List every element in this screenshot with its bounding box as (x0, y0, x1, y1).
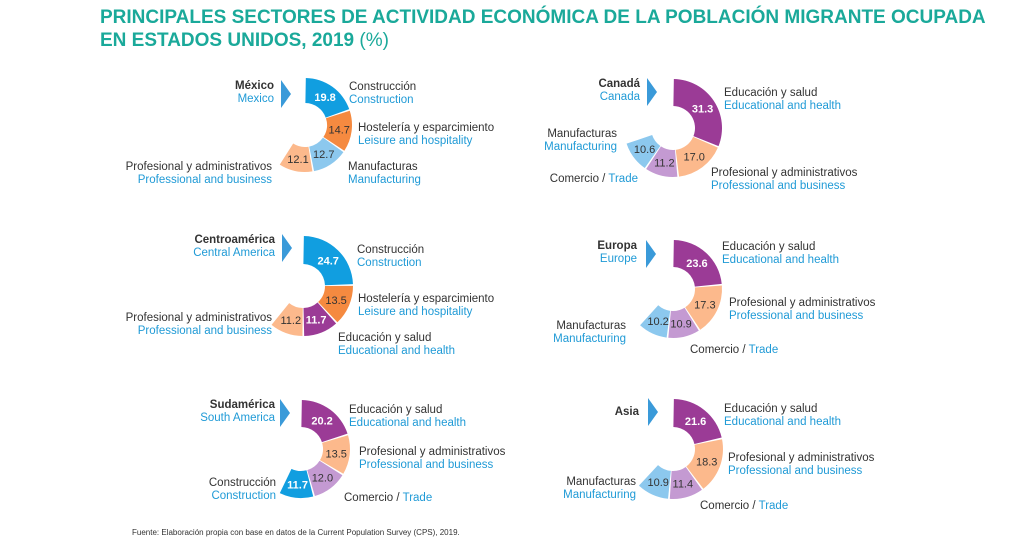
donut-segment-manufacturing (640, 305, 671, 338)
value-label: 21.6 (685, 416, 706, 428)
label-mexico-professional: Profesional y administrativos Professiona… (125, 161, 272, 186)
donut-segment-manufacturing (626, 135, 661, 169)
donut-segment-leisure-and-hospitality (323, 110, 352, 151)
donut-segment-manufacturing (638, 465, 671, 499)
value-label: 17.0 (684, 151, 705, 163)
value-label: 11.7 (287, 479, 308, 491)
value-label: 20.2 (311, 415, 332, 427)
value-label: 13.5 (325, 295, 346, 307)
label-europe-trade: Comercio / Trade (690, 344, 779, 356)
label-central-america-construction: Construcción Construction (357, 244, 425, 269)
donut-segment-construction (303, 236, 353, 286)
donut-segment-professional-and-business (319, 435, 350, 474)
label-canada-trade: Comercio / Trade (549, 173, 638, 185)
donut-segment-educational-and-health (301, 400, 348, 443)
label-europe-professional: Profesional y administrativos Professiona… (729, 297, 876, 322)
value-label: 11.2 (654, 157, 675, 169)
donut-segment-professional-and-business (271, 303, 303, 336)
value-label: 12.1 (287, 154, 308, 166)
donut-segment-trade (669, 466, 702, 499)
label-south-america-education: Educación y salud Educational and health (349, 404, 467, 429)
value-label: 23.6 (686, 258, 707, 270)
value-label: 19.8 (314, 92, 335, 104)
value-label: 10.9 (670, 319, 691, 331)
donut-segment-construction (279, 468, 314, 498)
region-name-south-america: Sudamérica South America (200, 399, 275, 424)
label-mexico-manufacturing: Manufacturas Manufacturing (348, 161, 421, 186)
donut-segment-educational-and-health (673, 79, 722, 147)
value-label: 10.6 (634, 144, 655, 156)
value-label: 11.7 (306, 315, 327, 327)
donut-segment-professional-and-business (686, 439, 723, 489)
donut-segment-trade (307, 460, 343, 496)
value-label: 10.9 (647, 477, 668, 489)
label-canada-professional: Profesional y administrativos Professiona… (711, 167, 858, 192)
donut-segment-professional-and-business (279, 143, 313, 172)
region-name-mexico: México Mexico (235, 80, 274, 105)
value-label: 11.2 (281, 315, 302, 327)
value-label: 31.3 (692, 103, 713, 115)
donut-segment-professional-and-business (685, 285, 722, 330)
source-note: Fuente: Elaboración propia con base en d… (132, 528, 460, 537)
donut-segment-trade (668, 307, 699, 339)
label-central-america-professional: Profesional y administrativos Professiona… (125, 312, 272, 337)
donut-segment-educational-and-health (673, 240, 722, 287)
label-asia-manufacturing: Manufacturas Manufacturing (563, 476, 636, 501)
label-europe-manufacturing: Manufacturas Manufacturing (553, 320, 626, 345)
value-label: 18.3 (696, 457, 717, 469)
value-label: 13.5 (326, 448, 347, 460)
donut-segment-trade (646, 146, 678, 177)
label-mexico-leisure: Hostelería y esparcimiento Leisure and ho… (358, 122, 495, 147)
arrow-icon (281, 80, 291, 108)
arrow-icon (647, 78, 657, 106)
label-asia-education: Educación y salud Educational and health (724, 403, 842, 428)
label-asia-professional: Profesional y administrativos Professiona… (728, 452, 875, 477)
arrow-icon (280, 399, 290, 427)
label-canada-manufacturing: Manufacturas Manufacturing (544, 128, 617, 153)
label-central-america-education: Educación y salud Educational and health (338, 332, 456, 357)
value-label: 14.7 (328, 125, 349, 137)
chart-title-unit: (%) (359, 30, 389, 51)
donut-segment-educational-and-health (303, 302, 337, 336)
arrow-icon (282, 234, 292, 262)
label-mexico-construction: Construcción Construction (349, 81, 417, 106)
value-label: 11.4 (673, 479, 694, 491)
label-south-america-trade: Comercio / Trade (344, 492, 433, 504)
label-europe-education: Educación y salud Educational and health (722, 241, 840, 266)
value-label: 12.0 (312, 472, 333, 484)
label-canada-education: Educación y salud Educational and health (724, 87, 842, 112)
region-name-central-america: Centroamérica Central America (193, 234, 275, 259)
region-name-canada: Canadá Canada (598, 78, 640, 103)
label-central-america-leisure: Hostelería y esparcimiento Leisure and ho… (358, 293, 495, 318)
donut-segment-educational-and-health (673, 399, 722, 444)
value-label: 10.2 (647, 316, 668, 328)
value-label: 17.3 (694, 300, 715, 312)
chart-title-text: PRINCIPALES SECTORES DE ACTIVIDAD ECONÓM… (100, 7, 985, 51)
donut-segment-manufacturing (309, 137, 344, 172)
donut-segment-construction (305, 78, 350, 118)
arrow-icon (646, 240, 656, 268)
value-label: 12.7 (313, 149, 334, 161)
region-name-asia: Asia (614, 406, 639, 418)
label-south-america-construction: Construcción Construction (208, 477, 276, 502)
region-name-europe: Europa Europe (597, 240, 637, 265)
chart-title: PRINCIPALES SECTORES DE ACTIVIDAD ECONÓM… (100, 6, 1000, 52)
value-label: 24.7 (318, 255, 339, 267)
label-asia-trade: Comercio / Trade (700, 500, 789, 512)
label-south-america-professional: Profesional y administrativos Professiona… (359, 446, 506, 471)
arrow-icon (648, 398, 658, 426)
donut-segment-leisure-and-hospitality (318, 285, 353, 323)
